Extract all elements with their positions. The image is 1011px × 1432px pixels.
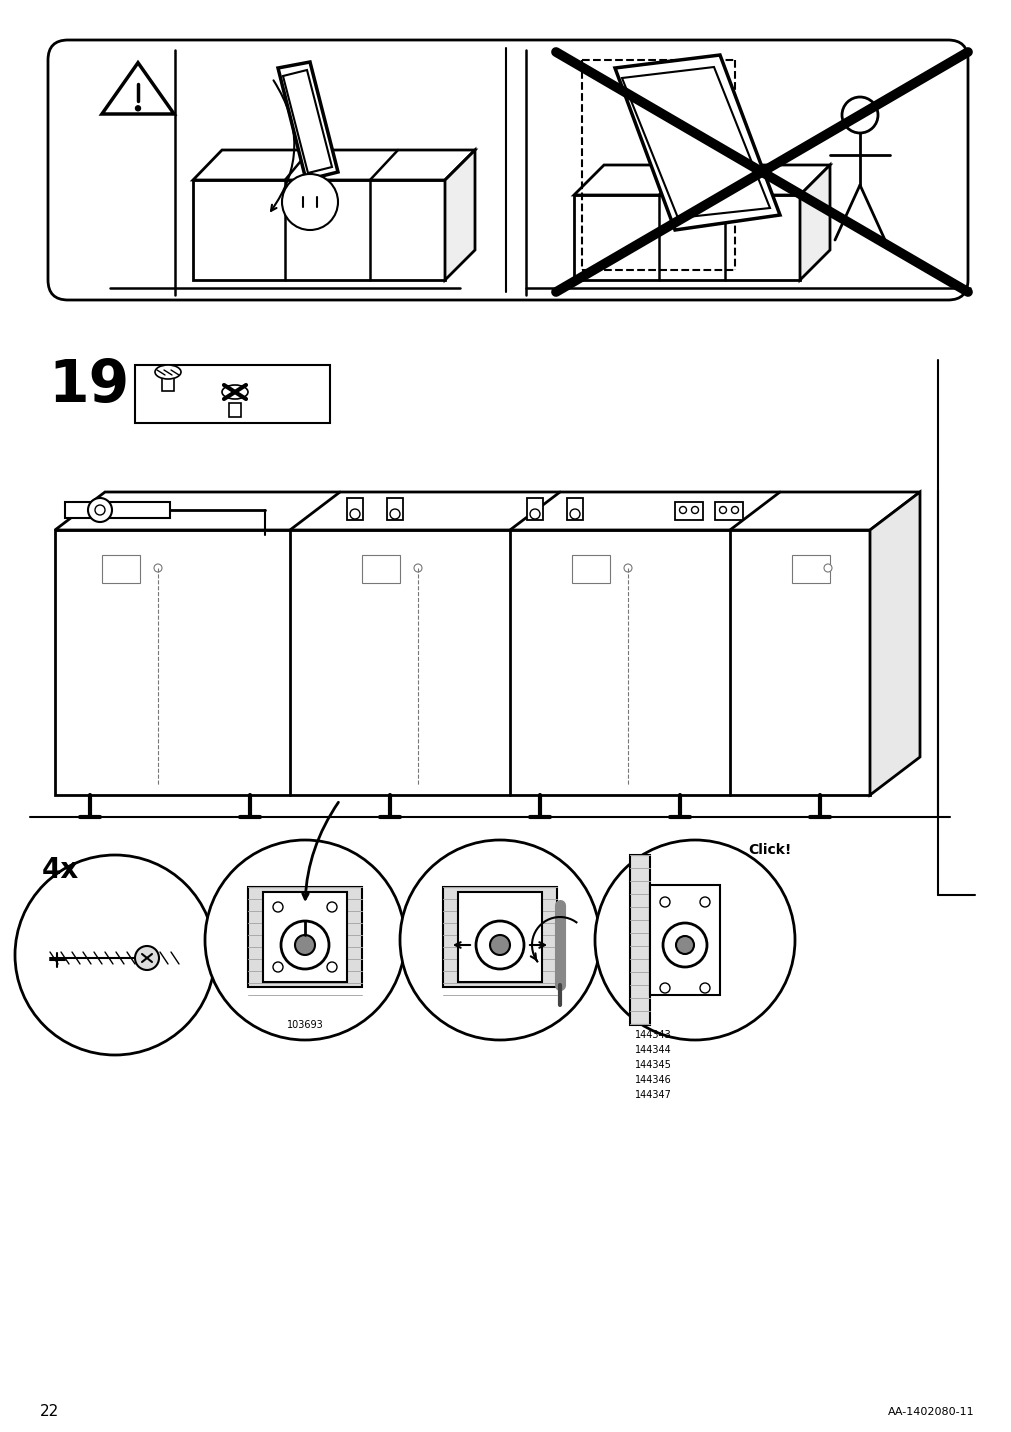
- Bar: [134, 365, 330, 422]
- Circle shape: [475, 921, 524, 969]
- Circle shape: [389, 508, 399, 518]
- Circle shape: [327, 962, 337, 972]
- Bar: [347, 498, 363, 520]
- Polygon shape: [615, 54, 779, 231]
- Bar: [792, 556, 829, 583]
- Circle shape: [282, 175, 338, 231]
- Bar: [228, 402, 241, 417]
- Circle shape: [15, 855, 214, 1055]
- Circle shape: [594, 841, 795, 1040]
- Bar: [674, 503, 703, 520]
- Circle shape: [678, 507, 685, 514]
- Circle shape: [135, 106, 141, 110]
- Circle shape: [700, 896, 710, 906]
- Circle shape: [659, 982, 669, 992]
- Circle shape: [659, 896, 669, 906]
- Circle shape: [700, 982, 710, 992]
- Circle shape: [295, 935, 314, 955]
- Polygon shape: [573, 165, 829, 195]
- Bar: [715, 503, 742, 520]
- FancyBboxPatch shape: [48, 40, 968, 299]
- Circle shape: [154, 564, 162, 571]
- Bar: [362, 556, 399, 583]
- Polygon shape: [65, 503, 170, 518]
- Bar: [571, 556, 610, 583]
- Bar: [630, 855, 649, 1025]
- Polygon shape: [869, 493, 919, 795]
- Text: 19: 19: [48, 357, 129, 414]
- Circle shape: [624, 564, 632, 571]
- Circle shape: [327, 902, 337, 912]
- Circle shape: [273, 902, 283, 912]
- Bar: [649, 885, 719, 995]
- Text: Click!: Click!: [747, 843, 791, 856]
- Bar: [162, 372, 174, 391]
- Polygon shape: [55, 493, 919, 530]
- Circle shape: [134, 947, 159, 969]
- Polygon shape: [622, 67, 769, 218]
- Polygon shape: [800, 165, 829, 281]
- Ellipse shape: [155, 365, 181, 379]
- Text: 144347: 144347: [634, 1090, 671, 1100]
- Circle shape: [731, 507, 738, 514]
- Circle shape: [489, 935, 510, 955]
- Circle shape: [413, 564, 422, 571]
- Circle shape: [530, 508, 540, 518]
- Circle shape: [88, 498, 112, 523]
- Circle shape: [662, 924, 707, 967]
- Circle shape: [399, 841, 600, 1040]
- Polygon shape: [193, 150, 474, 180]
- Text: 103693: 103693: [286, 1020, 324, 1030]
- Bar: [102, 556, 140, 583]
- Circle shape: [569, 508, 579, 518]
- Bar: [263, 892, 347, 982]
- Text: 22: 22: [40, 1405, 60, 1419]
- Polygon shape: [573, 195, 800, 281]
- Circle shape: [95, 505, 105, 516]
- Polygon shape: [55, 530, 869, 795]
- Text: 4x: 4x: [42, 856, 79, 884]
- Circle shape: [675, 937, 694, 954]
- Bar: [566, 498, 582, 520]
- Bar: [386, 498, 402, 520]
- Polygon shape: [278, 62, 338, 180]
- Bar: [443, 886, 556, 987]
- Circle shape: [205, 841, 404, 1040]
- Circle shape: [823, 564, 831, 571]
- Bar: [527, 498, 543, 520]
- Polygon shape: [102, 63, 174, 115]
- Polygon shape: [283, 70, 332, 173]
- Circle shape: [719, 507, 726, 514]
- Ellipse shape: [221, 385, 248, 400]
- Polygon shape: [193, 180, 445, 281]
- Circle shape: [281, 921, 329, 969]
- Circle shape: [350, 508, 360, 518]
- Bar: [458, 892, 542, 982]
- Circle shape: [273, 962, 283, 972]
- Bar: [248, 886, 362, 987]
- Circle shape: [691, 507, 698, 514]
- Text: 144346: 144346: [634, 1075, 671, 1085]
- Text: AA-1402080-11: AA-1402080-11: [888, 1408, 974, 1418]
- Text: 144344: 144344: [634, 1045, 671, 1055]
- Polygon shape: [445, 150, 474, 281]
- Text: 144343: 144343: [634, 1030, 671, 1040]
- Text: 144345: 144345: [634, 1060, 671, 1070]
- Circle shape: [841, 97, 878, 133]
